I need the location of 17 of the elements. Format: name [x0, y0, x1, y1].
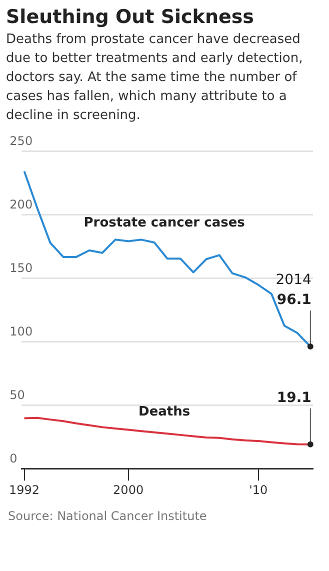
x-tick-label: '10 [249, 482, 268, 497]
y-tick-label: 250 [10, 134, 33, 148]
y-tick-label: 150 [10, 261, 33, 276]
annotation: 2014 [276, 272, 312, 288]
x-tick-label: 1992 [8, 482, 40, 497]
y-tick-label: 50 [10, 388, 25, 402]
series-label: Deaths [138, 404, 190, 420]
annotation: 19.1 [276, 390, 312, 406]
y-tick-label: 0 [10, 452, 18, 466]
annotation: 96.1 [276, 292, 312, 308]
source-note: Source: National Cancer Institute [8, 509, 208, 523]
series-label: Prostate cancer cases [84, 216, 246, 231]
chart-subtitle: Deaths from prostate cancer have decreased due to better treatments and early detection, doctors say. At the same time the number of cases has fallen, which many attribute to a decline in screening. [6, 31, 304, 125]
chart-title: Sleuthing Out Sickness [6, 6, 255, 28]
y-tick-label: 100 [10, 324, 33, 339]
y-tick-label: 200 [10, 198, 33, 212]
x-tick-label: 2000 [113, 482, 144, 497]
